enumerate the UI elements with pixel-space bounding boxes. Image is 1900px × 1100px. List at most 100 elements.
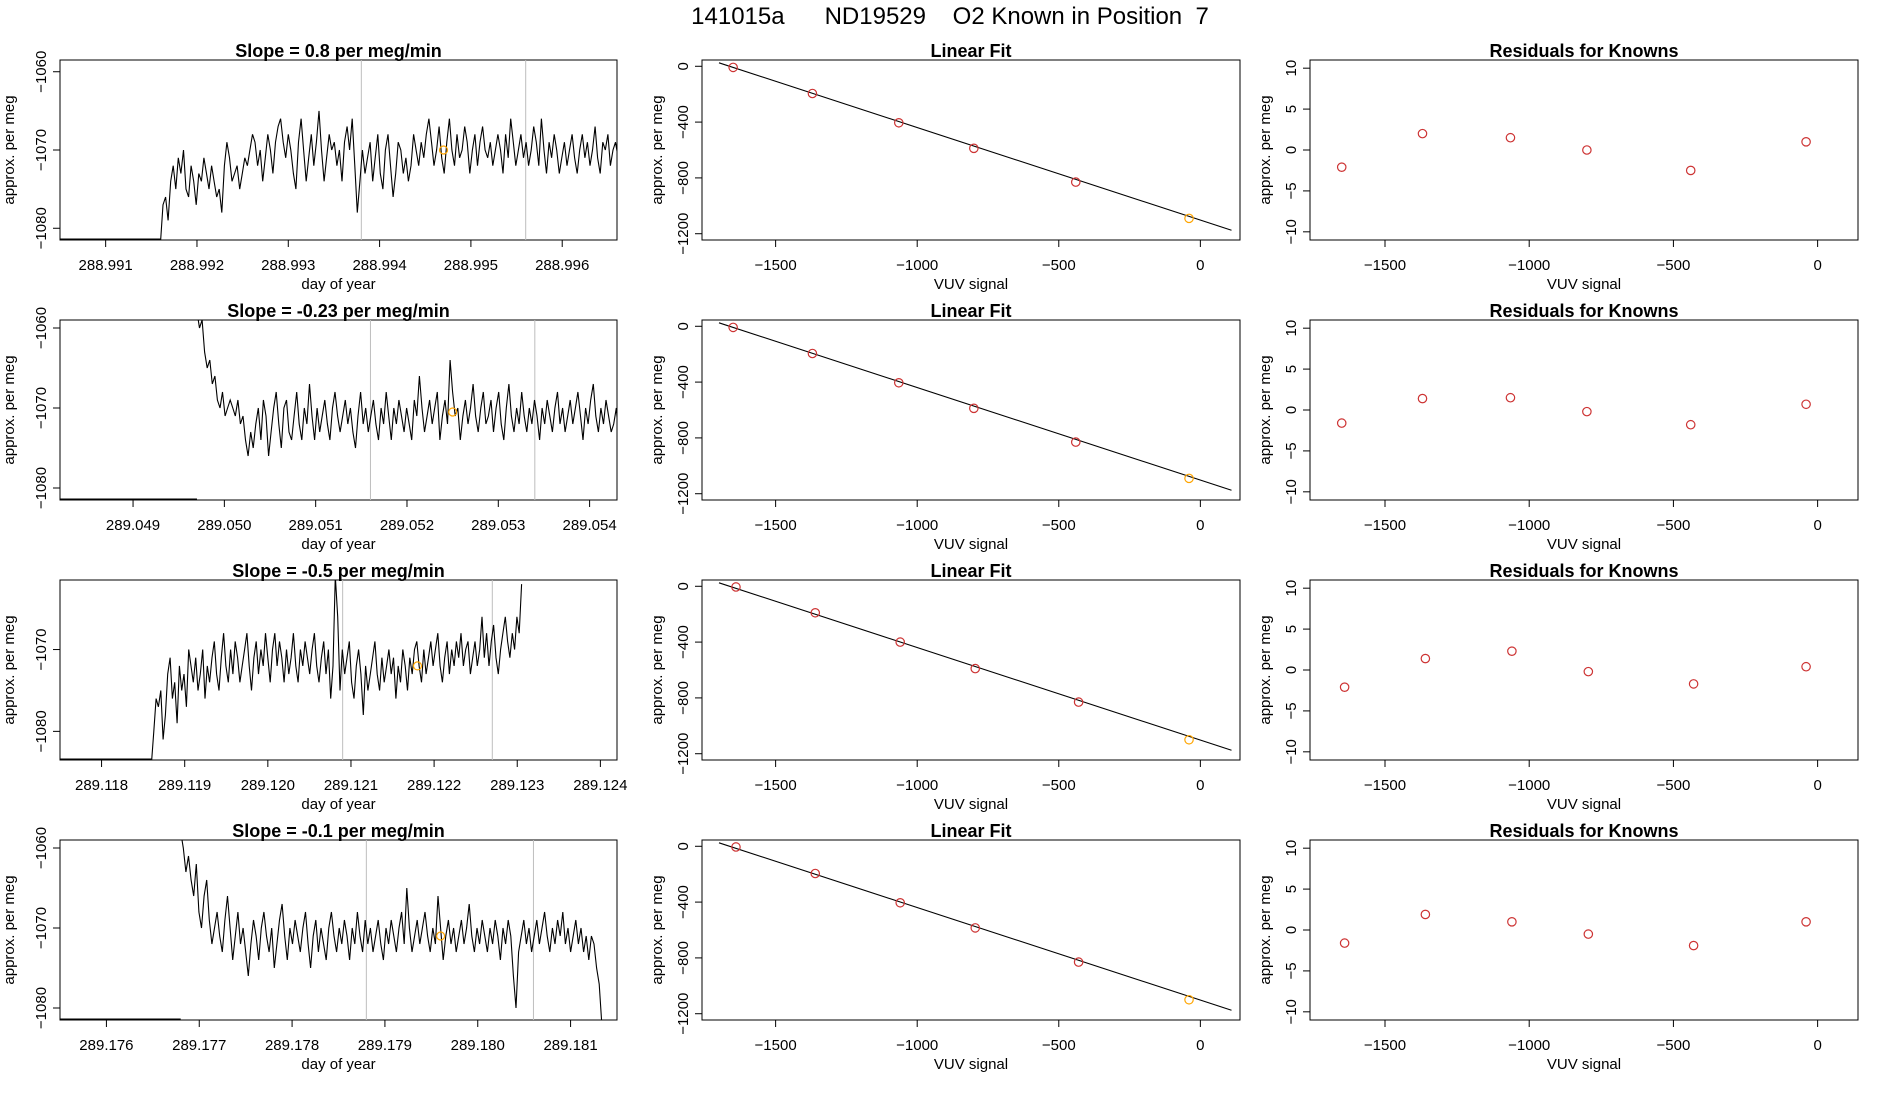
known-point — [895, 897, 906, 908]
y-axis-label: approx. per meg — [649, 355, 666, 464]
y-tick-label: 5 — [1283, 105, 1300, 113]
known-point — [969, 403, 979, 414]
chart-title: Residuals for Knowns — [1489, 301, 1678, 321]
x-tick-label: −1000 — [1508, 777, 1550, 794]
y-tick-label: −1060 — [33, 51, 50, 93]
chart-title: Linear Fit — [930, 301, 1011, 321]
x-axis-label: day of year — [301, 536, 375, 553]
plot-area — [1336, 392, 1811, 430]
known-point — [1583, 929, 1594, 939]
x-tick-label: 289.121 — [324, 777, 378, 794]
y-tick-label: 0 — [1283, 666, 1300, 674]
y-tick-label: −400 — [675, 105, 692, 139]
fit-line — [718, 842, 1232, 1011]
x-tick-label: 289.119 — [158, 777, 211, 794]
y-axis-label: approx. per meg — [1257, 615, 1274, 724]
x-tick-label: −1000 — [896, 257, 938, 274]
panel-r3-c0: Slope = -0.1 per meg/min 289.176 289.177 28… — [1, 821, 618, 1073]
known-point — [1505, 132, 1516, 143]
known-point — [1507, 917, 1517, 927]
y-tick-label: −1080 — [33, 467, 50, 509]
x-tick-label: −1000 — [1508, 257, 1550, 274]
x-axis-label: VUV signal — [934, 1056, 1008, 1073]
x-tick-label: 288.991 — [79, 257, 133, 274]
x-tick-label: −1000 — [1508, 1037, 1550, 1054]
x-axis-label: day of year — [301, 276, 375, 293]
plot-frame — [701, 59, 1241, 241]
known-point — [1688, 679, 1699, 689]
x-tick-label: 289.179 — [358, 1037, 412, 1054]
known-point — [1420, 653, 1431, 664]
x-axis-label: VUV signal — [1547, 536, 1621, 553]
x-tick-label: −500 — [1042, 517, 1076, 534]
x-tick-label: −500 — [1657, 1037, 1691, 1054]
known-point — [1583, 666, 1594, 677]
y-tick-label: 5 — [1283, 625, 1300, 633]
plot-area — [1339, 646, 1811, 692]
y-axis-label: approx. per meg — [1257, 355, 1274, 464]
x-axis-label: day of year — [301, 796, 375, 813]
known-point — [1073, 957, 1084, 967]
panel-r3-c1: Linear Fit −1500 −1000 −500 0 VUV signal 0 −400… — [649, 821, 1241, 1073]
plot-area — [60, 840, 603, 1020]
fit-line — [718, 582, 1232, 751]
panel-r0-c0: Slope = 0.8 per meg/min 288.991 288.992 288… — [1, 41, 618, 293]
x-tick-label: −1000 — [896, 1037, 938, 1054]
y-tick-label: 10 — [1283, 320, 1300, 337]
x-axis-label: VUV signal — [934, 536, 1008, 553]
y-tick-label: −1200 — [675, 733, 692, 775]
known-point — [1505, 392, 1516, 403]
chart-title: Slope = -0.1 per meg/min — [232, 821, 445, 841]
plot-frame — [1309, 839, 1859, 1021]
sample-point-marker — [412, 661, 423, 671]
chart-title: Linear Fit — [930, 821, 1011, 841]
x-tick-label: 289.180 — [451, 1037, 505, 1054]
x-tick-label: 289.120 — [241, 777, 295, 794]
plot-area — [718, 322, 1232, 491]
plot-frame — [1309, 59, 1859, 241]
plot-area — [60, 580, 523, 760]
x-tick-label: 0 — [1196, 1037, 1204, 1054]
y-tick-label: −1060 — [33, 827, 50, 869]
y-tick-label: −1070 — [33, 907, 50, 949]
x-tick-label: 289.053 — [471, 517, 525, 534]
panel-r1-c1: Linear Fit −1500 −1000 −500 0 VUV signal 0 −400… — [649, 301, 1241, 553]
x-tick-label: 0 — [1813, 777, 1821, 794]
y-tick-label: −1070 — [33, 387, 50, 429]
sample-point — [1184, 473, 1194, 484]
panel-r0-c2: Residuals for Knowns −1500 −1000 −500 0 VUV s… — [1257, 41, 1859, 293]
x-tick-label: 0 — [1196, 517, 1204, 534]
known-point — [969, 143, 979, 154]
x-axis-label: VUV signal — [934, 276, 1008, 293]
x-axis-label: VUV signal — [1547, 1056, 1621, 1073]
y-tick-label: −400 — [675, 365, 692, 399]
sample-point — [1184, 994, 1194, 1005]
chart-title: Residuals for Knowns — [1489, 821, 1678, 841]
known-point — [1801, 137, 1811, 147]
panel-r1-c2: Residuals for Knowns −1500 −1000 −500 0 VUV s… — [1257, 301, 1859, 553]
known-point — [1507, 646, 1517, 656]
plot-frame — [701, 319, 1241, 501]
x-tick-label: −1500 — [755, 517, 797, 534]
sample-point-marker — [438, 145, 449, 155]
y-tick-label: −1070 — [33, 628, 50, 670]
known-point — [1417, 393, 1428, 404]
sample-point — [1184, 734, 1194, 745]
x-tick-label: −1500 — [755, 1037, 797, 1054]
known-point — [1070, 437, 1081, 447]
chart-title: Residuals for Knowns — [1489, 561, 1678, 581]
y-tick-label: −5 — [1283, 182, 1300, 199]
x-tick-label: 288.994 — [352, 257, 406, 274]
x-tick-label: −1500 — [1364, 777, 1406, 794]
known-point — [1582, 406, 1592, 417]
x-tick-label: −500 — [1042, 777, 1076, 794]
x-tick-label: 289.054 — [562, 517, 616, 534]
x-tick-label: 0 — [1813, 517, 1821, 534]
y-tick-label: −400 — [675, 625, 692, 659]
plot-frame — [1309, 319, 1859, 501]
known-point — [1801, 399, 1811, 410]
panel-r2-c2: Residuals for Knowns −1500 −1000 −500 0 VUV s… — [1257, 561, 1859, 813]
known-point — [1070, 177, 1081, 187]
y-tick-label: 10 — [1283, 840, 1300, 857]
known-point — [1339, 682, 1350, 692]
